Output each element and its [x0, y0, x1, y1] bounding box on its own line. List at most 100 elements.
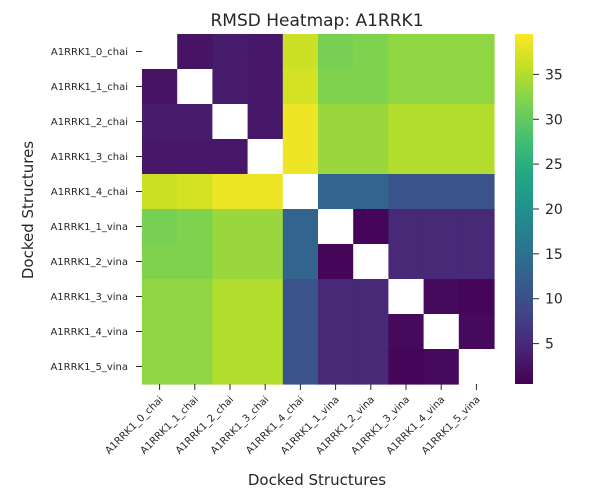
heatmap-cell [177, 69, 213, 105]
heatmap-cell [212, 349, 249, 385]
heatmap-cell [318, 209, 354, 245]
heatmap-cells [142, 34, 495, 385]
heatmap-cell [212, 314, 249, 350]
y-axis-ticks: A1RRK1_0_chai A1RRK1_1_chai A1RRK1_2_chai A… [50, 47, 142, 373]
y-tick-label: A1RRK1_1_chai [51, 82, 128, 93]
heatmap-cell [177, 349, 213, 385]
heatmap-cell [423, 244, 460, 280]
heatmap-cell [142, 314, 178, 350]
heatmap-cell [142, 279, 178, 315]
heatmap-cell [353, 244, 389, 280]
heatmap-cell [177, 34, 213, 70]
heatmap-cell [282, 279, 319, 315]
heatmap-cell [423, 314, 460, 350]
heatmap-cell [212, 139, 249, 175]
heatmap-cell [318, 69, 354, 105]
heatmap-cell [212, 69, 249, 105]
heatmap-cell [423, 279, 460, 315]
heatmap-cell [177, 139, 213, 175]
heatmap-cell [282, 139, 319, 175]
heatmap-cell [353, 34, 389, 70]
colorbar-tick-label: 35 [545, 67, 563, 83]
heatmap-cell [388, 209, 425, 245]
heatmap-cell [353, 279, 389, 315]
heatmap-cell [177, 209, 213, 245]
heatmap-cell [282, 314, 319, 350]
colorbar-tick-label: 15 [545, 247, 563, 263]
heatmap-cell [458, 104, 495, 140]
heatmap-cell [423, 104, 460, 140]
heatmap-cell [177, 174, 213, 210]
heatmap-cell [388, 174, 425, 210]
heatmap-cell [142, 174, 178, 210]
heatmap-cell [318, 314, 354, 350]
y-axis-label: Docked Structures [19, 141, 37, 279]
heatmap-cell [423, 34, 460, 70]
heatmap-cell [177, 244, 213, 280]
heatmap-cell [247, 69, 284, 105]
heatmap-cell [388, 349, 425, 385]
heatmap-cell [247, 174, 284, 210]
heatmap-cell [458, 174, 495, 210]
heatmap-cell [458, 139, 495, 175]
heatmap-cell [142, 104, 178, 140]
heatmap-cell [142, 69, 178, 105]
heatmap-cell [353, 209, 389, 245]
heatmap-cell [318, 34, 354, 70]
heatmap-cell [177, 279, 213, 315]
colorbar: 5 10 15 20 25 30 35 [515, 34, 563, 384]
heatmap-cell [247, 314, 284, 350]
heatmap-cell [212, 174, 249, 210]
heatmap-cell [318, 349, 354, 385]
heatmap-cell [318, 139, 354, 175]
heatmap-cell [282, 244, 319, 280]
heatmap-cell [423, 209, 460, 245]
heatmap-cell [247, 209, 284, 245]
heatmap-cell [458, 279, 495, 315]
colorbar-tick-label: 30 [545, 112, 563, 128]
heatmap-cell [423, 139, 460, 175]
y-tick-label: A1RRK1_2_vina [50, 257, 128, 268]
y-tick-label: A1RRK1_3_vina [50, 292, 128, 303]
heatmap-cell [353, 104, 389, 140]
heatmap-cell [388, 34, 425, 70]
heatmap-cell [247, 34, 284, 70]
colorbar-ticks: 5 10 15 20 25 30 35 [533, 67, 563, 353]
colorbar-gradient [515, 34, 533, 384]
heatmap-cell [247, 139, 284, 175]
heatmap-cell [318, 174, 354, 210]
heatmap-cell [282, 209, 319, 245]
heatmap-cell [177, 104, 213, 140]
heatmap-cell [177, 314, 213, 350]
heatmap-cell [423, 349, 460, 385]
heatmap-cell [282, 349, 319, 385]
heatmap-cell [388, 139, 425, 175]
x-axis-label: Docked Structures [248, 471, 386, 489]
heatmap-cell [282, 34, 319, 70]
heatmap-cell [458, 34, 495, 70]
heatmap-cell [458, 314, 495, 350]
y-tick-label: A1RRK1_4_chai [51, 187, 128, 198]
heatmap-cell [282, 104, 319, 140]
heatmap-cell [388, 104, 425, 140]
colorbar-tick-label: 25 [545, 157, 563, 173]
colorbar-tick-label: 5 [545, 337, 554, 353]
y-tick-label: A1RRK1_0_chai [51, 47, 128, 58]
heatmap-cell [458, 349, 495, 385]
colorbar-tick-label: 10 [545, 292, 563, 308]
heatmap-cell [353, 69, 389, 105]
heatmap-cell [353, 139, 389, 175]
heatmap-cell [318, 104, 354, 140]
heatmap-cell [388, 244, 425, 280]
colorbar-tick-label: 20 [545, 202, 563, 218]
heatmap-cell [458, 69, 495, 105]
heatmap-cell [318, 244, 354, 280]
heatmap-cell [388, 279, 425, 315]
heatmap-cell [212, 244, 249, 280]
y-tick-label: A1RRK1_4_vina [50, 327, 128, 338]
heatmap-cell [142, 139, 178, 175]
x-tick-label: A1RRK1_0_chai [103, 394, 165, 456]
heatmap-cell [388, 69, 425, 105]
heatmap-cell [282, 174, 319, 210]
